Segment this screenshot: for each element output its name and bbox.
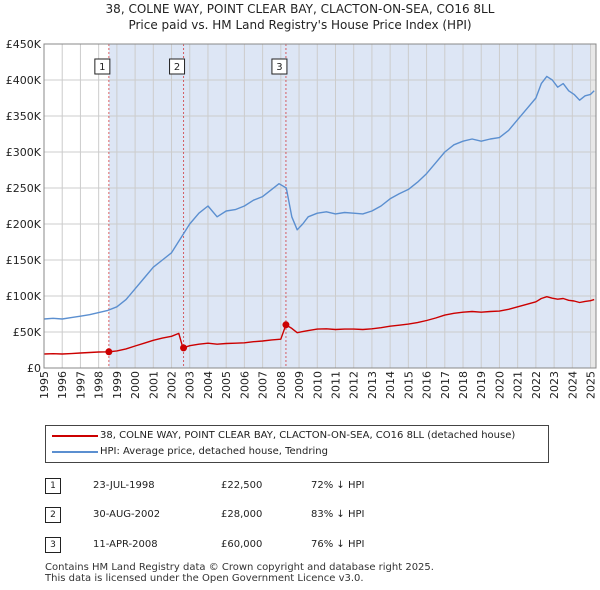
x-tick-label: 1995: [38, 371, 51, 399]
future-band: [590, 44, 596, 368]
sale-price: £22,500: [221, 480, 263, 491]
property-price-line: [43, 296, 595, 355]
x-tick-label: 2009: [293, 371, 306, 399]
x-tick-label: 2017: [439, 371, 452, 399]
x-tick-label: 2004: [202, 371, 215, 399]
x-tick-label: 2008: [275, 371, 288, 399]
sale-label-number: 1: [99, 62, 105, 73]
x-tick-label: 2012: [348, 371, 361, 399]
x-tick-label: 2000: [129, 371, 142, 399]
sale-date: 23-JUL-1998: [93, 480, 155, 491]
sale-label-number: 2: [174, 62, 180, 73]
x-tick-label: 2002: [166, 371, 179, 399]
x-tick-label: 2018: [457, 371, 470, 399]
x-tick-label: 2010: [311, 371, 324, 399]
chart-axes: £0 £50K £100K £150K £200K £250K £300K £350K £400…: [6, 38, 598, 399]
x-tick-label: 2025: [585, 371, 598, 399]
y-tick-label: £450K: [6, 38, 42, 51]
x-tick-label: 2011: [329, 371, 342, 399]
x-tick-label: 1996: [56, 371, 69, 399]
chart-title-line2: Price paid vs. HM Land Registry's House …: [128, 18, 472, 32]
price-chart: £0 £50K £100K £150K £200K £250K £300K £350K £400…: [6, 38, 598, 399]
legend-label-property: 38, COLNE WAY, POINT CLEAR BAY, CLACTON-…: [100, 430, 516, 441]
x-tick-label: 2023: [548, 371, 561, 399]
sale-number-labels: 1 2 3: [94, 58, 288, 75]
y-tick-label: £400K: [6, 74, 42, 87]
x-tick-label: 2003: [184, 371, 197, 399]
sale-label-box: [271, 58, 288, 75]
sale-point: [282, 321, 290, 329]
sale-price: £28,000: [221, 509, 263, 520]
hpi-line: [43, 75, 595, 320]
sale-period-band: [183, 44, 286, 368]
sale-hpi-diff: 72% ↓ HPI: [311, 480, 365, 491]
chart-gridlines: [43, 43, 596, 369]
sale-number-badge: 2: [45, 507, 61, 523]
x-tick-label: 2022: [530, 371, 543, 399]
sale-label-box: [94, 58, 111, 75]
legend-swatch-property: [52, 435, 98, 437]
chart-title-line1: 38, COLNE WAY, POINT CLEAR BAY, CLACTON-…: [105, 2, 495, 16]
x-tick-label: 2013: [366, 371, 379, 399]
sale-date: 11-APR-2008: [93, 539, 158, 550]
sale-label-box: [169, 58, 186, 75]
footer-copyright: Contains HM Land Registry data © Crown c…: [45, 562, 434, 573]
y-tick-label: £50K: [13, 326, 42, 339]
sale-label-number: 3: [276, 62, 282, 73]
sale-point: [105, 348, 113, 356]
y-tick-label: £0: [27, 362, 41, 375]
plot-frame: [43, 43, 597, 369]
legend-entry-property: 38, COLNE WAY, POINT CLEAR BAY, CLACTON-…: [52, 428, 542, 444]
x-tick-label: 2016: [421, 371, 434, 399]
x-tick-label: 2005: [220, 371, 233, 399]
sale-period-band: [285, 44, 596, 368]
sale-period-shading: [44, 44, 596, 368]
sale-number-badge: 1: [45, 478, 61, 494]
x-tick-label: 2001: [147, 371, 160, 399]
sale-hpi-diff: 76% ↓ HPI: [311, 539, 365, 550]
x-tick-label: 1998: [93, 371, 106, 399]
footer-licence: This data is licensed under the Open Gov…: [45, 573, 364, 584]
sale-hpi-diff: 83% ↓ HPI: [311, 509, 365, 520]
chart-series: [43, 75, 595, 356]
legend-entry-hpi: HPI: Average price, detached house, Tend…: [52, 444, 542, 460]
sale-row: 1 23-JUL-1998 £22,500 72% ↓ HPI: [45, 478, 565, 496]
x-tick-label: 2021: [512, 371, 525, 399]
y-tick-label: £100K: [6, 290, 42, 303]
legend-label-hpi: HPI: Average price, detached house, Tend…: [100, 446, 328, 457]
y-tick-label: £250K: [6, 182, 42, 195]
footer-attribution: Contains HM Land Registry data © Crown c…: [45, 562, 434, 584]
x-tick-label: 2020: [493, 371, 506, 399]
sale-row: 2 30-AUG-2002 £28,000 83% ↓ HPI: [45, 507, 565, 525]
x-tick-label: 2024: [566, 371, 579, 399]
chart-legend: 38, COLNE WAY, POINT CLEAR BAY, CLACTON-…: [45, 425, 549, 463]
y-tick-label: £150K: [6, 254, 42, 267]
x-tick-label: 2007: [257, 371, 270, 399]
x-tick-label: 2019: [475, 371, 488, 399]
y-tick-label: £200K: [6, 218, 42, 231]
y-tick-label: £350K: [6, 110, 42, 123]
sale-period-band: [108, 44, 184, 368]
x-tick-label: 1999: [111, 371, 124, 399]
x-tick-label: 2006: [238, 371, 251, 399]
x-tick-label: 2015: [402, 371, 415, 399]
sale-date: 30-AUG-2002: [93, 509, 161, 520]
x-tick-label: 1997: [74, 371, 87, 399]
legend-swatch-hpi: [52, 451, 98, 453]
sale-marker-lines: [108, 44, 287, 368]
sale-point: [180, 344, 188, 352]
sale-price: £60,000: [221, 539, 263, 550]
x-tick-label: 2014: [384, 371, 397, 399]
sale-row: 3 11-APR-2008 £60,000 76% ↓ HPI: [45, 537, 565, 555]
sale-number-badge: 3: [45, 537, 61, 553]
y-tick-label: £300K: [6, 146, 42, 159]
